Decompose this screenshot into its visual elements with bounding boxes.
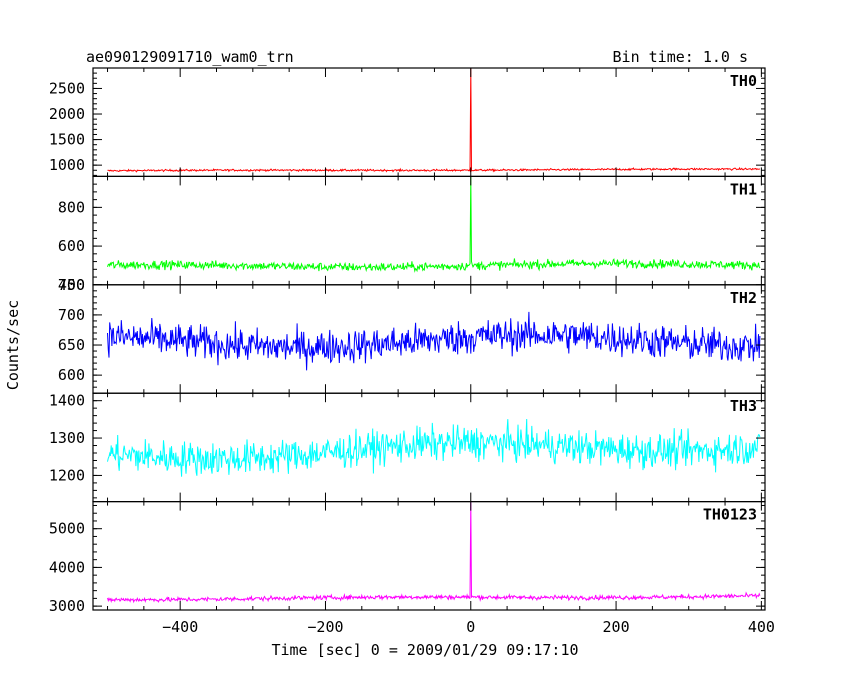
y-tick-label: 600 xyxy=(58,237,85,255)
x-tick-label: −400 xyxy=(162,618,198,636)
y-tick-label: 400 xyxy=(58,276,85,294)
x-tick-label: 400 xyxy=(748,618,775,636)
y-tick-label: 5000 xyxy=(49,520,85,538)
chart-title: ae090129091710_wam0_trn xyxy=(86,48,294,66)
x-tick-label: 0 xyxy=(466,618,475,636)
panel-label-th1: TH1 xyxy=(730,180,757,198)
y-tick-label: 4000 xyxy=(49,558,85,576)
series-line-th3 xyxy=(107,418,761,477)
y-axis-label: Counts/sec xyxy=(4,300,22,390)
series-line-th2 xyxy=(107,311,761,371)
y-tick-label: 750 xyxy=(58,276,85,294)
y-tick-label: 2500 xyxy=(49,79,85,97)
y-tick-label: 1500 xyxy=(49,131,85,149)
panel-label-th0123: TH0123 xyxy=(703,506,757,524)
y-tick-label: 600 xyxy=(58,366,85,384)
panel-label-th0: TH0 xyxy=(730,72,757,90)
panel-frame-th0 xyxy=(92,67,766,178)
y-tick-label: 650 xyxy=(58,336,85,354)
chart-subtitle: Bin time: 1.0 s xyxy=(613,48,748,66)
y-tick-label: 800 xyxy=(58,198,85,216)
series-line-th1 xyxy=(107,176,761,273)
y-tick-label: 1000 xyxy=(49,156,85,174)
x-tick-label: 200 xyxy=(603,618,630,636)
panel-frame-th0123 xyxy=(92,501,766,611)
y-tick-label: 1200 xyxy=(49,466,85,484)
panel-label-th3: TH3 xyxy=(730,397,757,415)
panels-group: TH01000150020002500TH1400600800TH2600650… xyxy=(49,67,775,636)
y-tick-label: 700 xyxy=(58,306,85,324)
y-tick-label: 1400 xyxy=(49,392,85,410)
y-tick-label: 3000 xyxy=(49,597,85,615)
y-tick-label: 2000 xyxy=(49,105,85,123)
y-tick-label: 1300 xyxy=(49,429,85,447)
series-line-th0 xyxy=(107,67,760,173)
series-line-th0123 xyxy=(107,501,761,604)
x-tick-label: −200 xyxy=(307,618,343,636)
x-axis-label: Time [sec] 0 = 2009/01/29 09:17:10 xyxy=(271,641,578,659)
panel-frame-th1 xyxy=(92,175,766,286)
panel-label-th2: TH2 xyxy=(730,289,757,307)
